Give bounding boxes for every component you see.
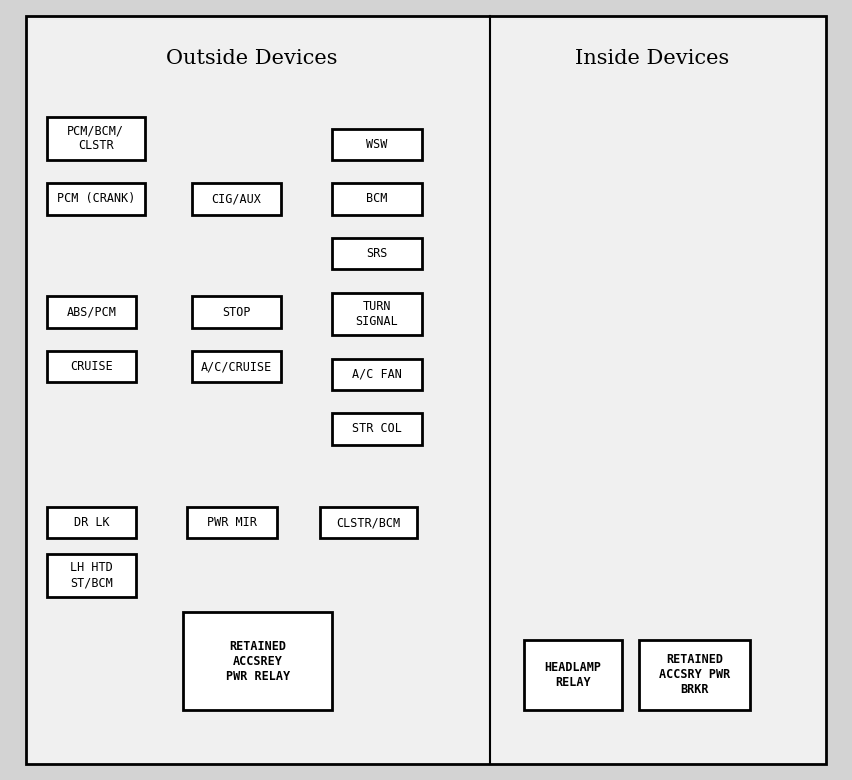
Text: WSW: WSW xyxy=(366,138,388,151)
Bar xyxy=(47,117,145,160)
Text: STOP: STOP xyxy=(222,306,250,318)
Bar xyxy=(192,351,281,382)
Text: CIG/AUX: CIG/AUX xyxy=(211,193,262,205)
Text: RETAINED
ACCSRY PWR
BRKR: RETAINED ACCSRY PWR BRKR xyxy=(659,653,730,697)
Bar xyxy=(183,612,332,710)
Bar xyxy=(332,129,422,160)
Text: STR COL: STR COL xyxy=(352,423,402,435)
Text: PCM (CRANK): PCM (CRANK) xyxy=(57,193,135,205)
Bar xyxy=(187,507,277,538)
Bar xyxy=(47,296,136,328)
Bar xyxy=(47,183,145,214)
Text: ABS/PCM: ABS/PCM xyxy=(66,306,117,318)
Text: CLSTR/BCM: CLSTR/BCM xyxy=(337,516,400,529)
Bar xyxy=(320,507,417,538)
Text: Inside Devices: Inside Devices xyxy=(574,49,729,68)
Text: A/C/CRUISE: A/C/CRUISE xyxy=(201,360,272,373)
Bar xyxy=(332,238,422,269)
Bar xyxy=(332,413,422,445)
Text: CRUISE: CRUISE xyxy=(70,360,113,373)
Bar xyxy=(192,296,281,328)
Bar xyxy=(47,351,136,382)
Text: PCM/BCM/
CLSTR: PCM/BCM/ CLSTR xyxy=(67,125,124,152)
Bar xyxy=(524,640,622,710)
Bar xyxy=(332,183,422,214)
Text: RETAINED
ACCSREY
PWR RELAY: RETAINED ACCSREY PWR RELAY xyxy=(226,640,290,682)
Text: TURN
SIGNAL: TURN SIGNAL xyxy=(355,300,399,328)
Text: Outside Devices: Outside Devices xyxy=(165,49,337,68)
Text: SRS: SRS xyxy=(366,247,388,260)
Text: DR LK: DR LK xyxy=(74,516,109,529)
Text: HEADLAMP
RELAY: HEADLAMP RELAY xyxy=(544,661,602,689)
Text: PWR MIR: PWR MIR xyxy=(207,516,257,529)
Bar xyxy=(47,507,136,538)
Bar xyxy=(192,183,281,214)
Bar xyxy=(639,640,750,710)
Bar xyxy=(47,554,136,597)
Bar xyxy=(332,292,422,335)
Text: A/C FAN: A/C FAN xyxy=(352,368,402,381)
Bar xyxy=(332,359,422,390)
Text: LH HTD
ST/BCM: LH HTD ST/BCM xyxy=(70,562,113,589)
Text: BCM: BCM xyxy=(366,193,388,205)
